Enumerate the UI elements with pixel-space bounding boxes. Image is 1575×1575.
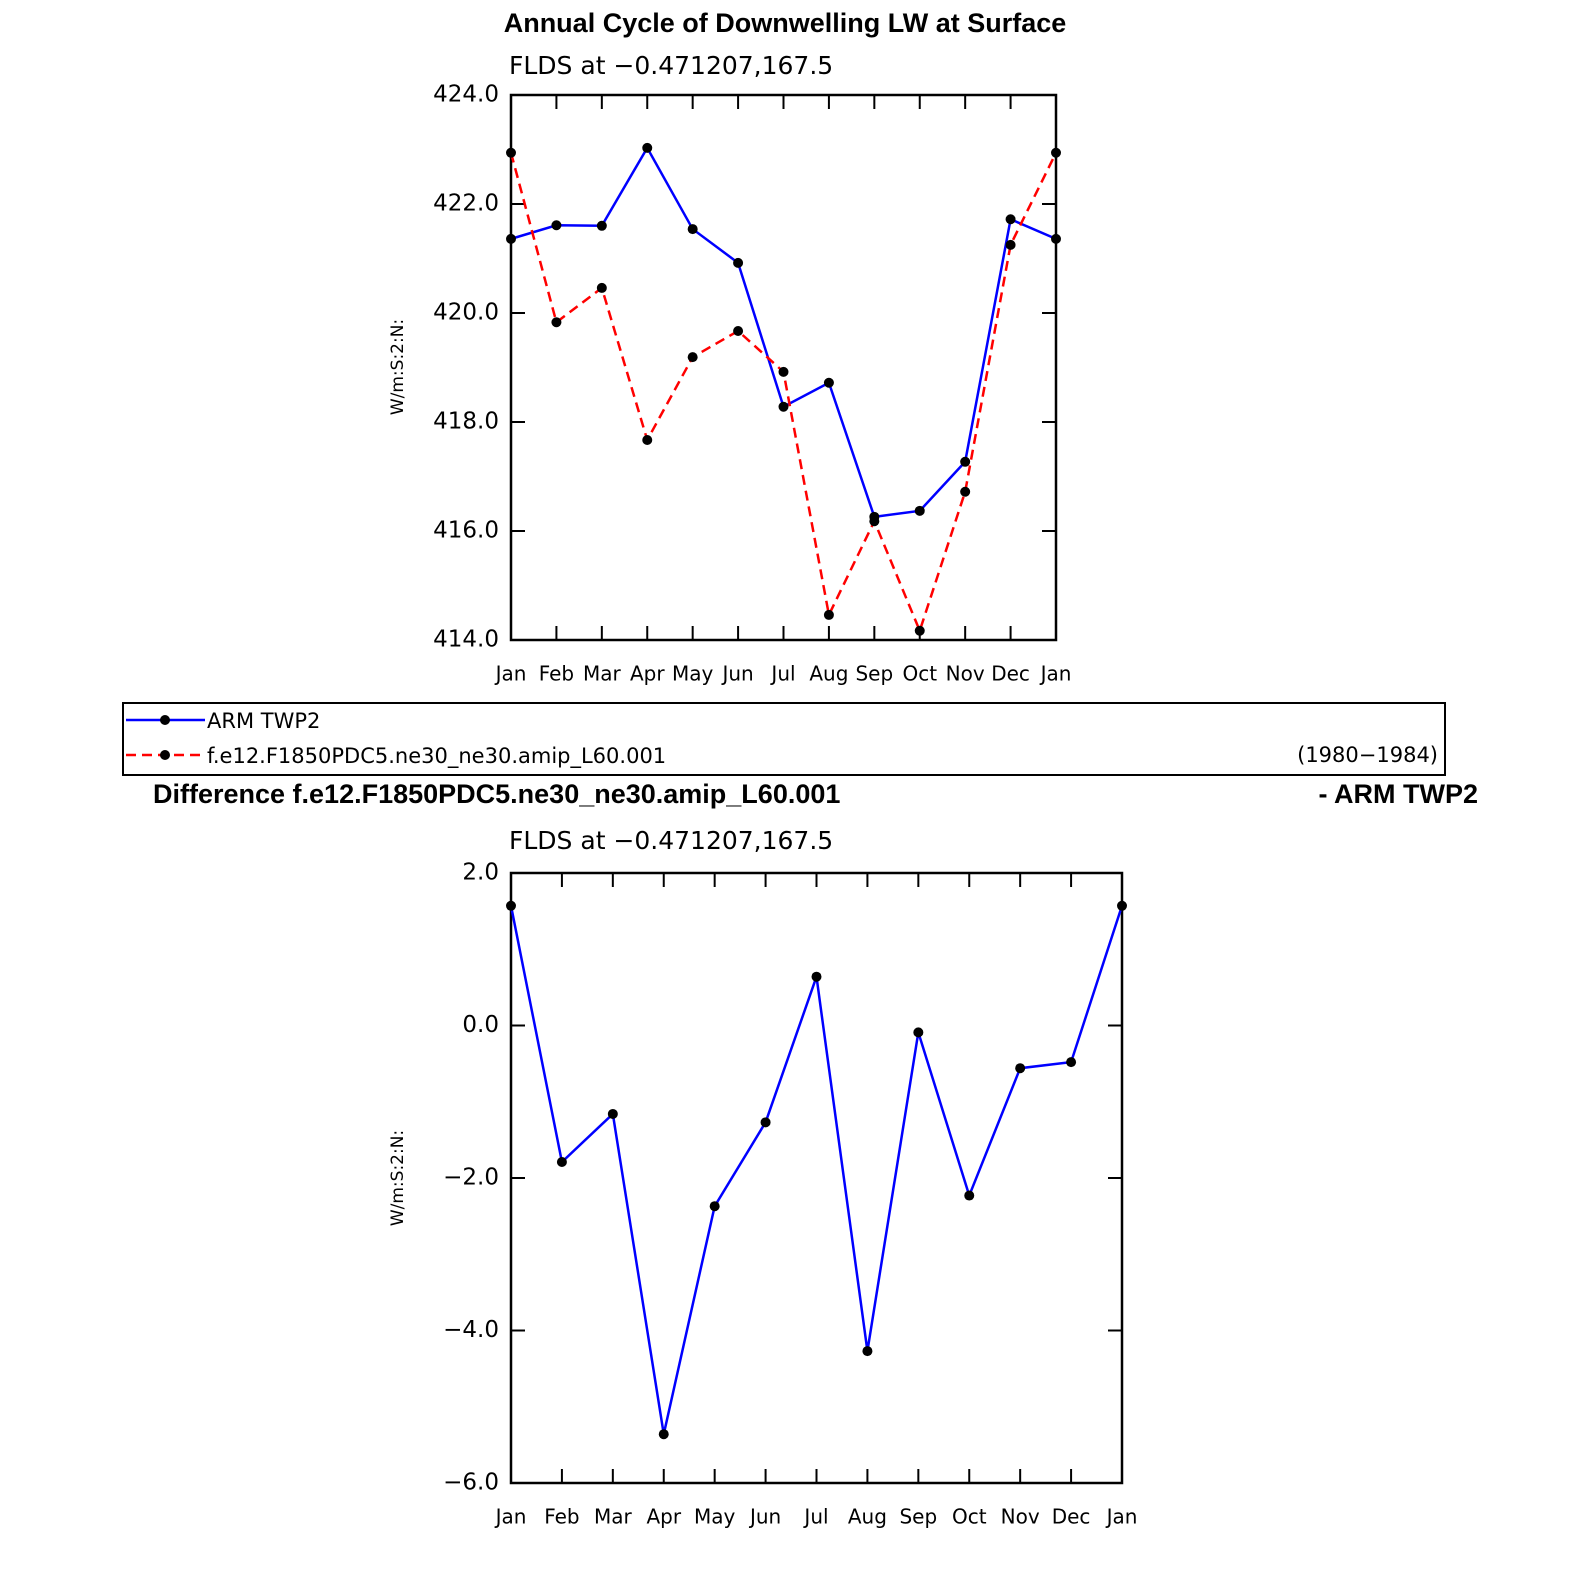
y-tick-label: 414.0: [433, 627, 499, 653]
y-axis-label: W/m:S:2:N:: [388, 1130, 408, 1226]
y-tick-label: 422.0: [433, 191, 499, 217]
x-tick-label: Mar: [583, 662, 622, 686]
x-tick-label: Dec: [991, 662, 1030, 686]
data-point: [506, 233, 516, 244]
chart-title: Annual Cycle of Downwelling LW at Surfac…: [504, 8, 1067, 38]
x-tick-label: Sep: [899, 1505, 937, 1529]
data-point: [913, 1027, 924, 1038]
y-tick-label: −6.0: [443, 1470, 499, 1496]
y-tick-label: 416.0: [433, 518, 499, 544]
x-tick-label: Apr: [630, 662, 665, 686]
data-point: [551, 317, 562, 328]
x-tick-label: Nov: [1001, 1505, 1040, 1529]
x-tick-label: Sep: [855, 662, 893, 686]
chart-title-right: - ARM TWP2: [1319, 779, 1478, 809]
data-point: [760, 1117, 771, 1128]
x-tick-label: Jan: [1039, 662, 1072, 686]
x-tick-label: Feb: [544, 1505, 579, 1529]
data-point: [551, 220, 562, 231]
series-line: [510, 145, 1057, 519]
data-point: [687, 352, 698, 363]
data-point: [1005, 239, 1016, 250]
chart-subtitle: FLDS at −0.471207,167.5: [509, 826, 833, 855]
data-point: [733, 257, 744, 268]
data-point: [642, 434, 653, 445]
data-point: [823, 609, 834, 620]
y-axis-label: W/m:S:2:N:: [388, 319, 408, 415]
data-point: [596, 220, 607, 231]
x-tick-label: Apr: [646, 1505, 681, 1529]
data-point: [914, 625, 925, 636]
data-point: [1051, 233, 1061, 244]
series-line: [509, 905, 1124, 1435]
x-tick-label: Mar: [594, 1505, 633, 1529]
data-point: [1005, 214, 1016, 225]
legend-marker: [160, 750, 170, 760]
y-tick-label: 2.0: [462, 860, 499, 886]
legend-label: f.e12.F1850PDC5.ne30_ne30.amip_L60.001: [207, 744, 666, 769]
data-point: [964, 1190, 975, 1201]
data-point: [607, 1108, 618, 1119]
data-point: [960, 456, 971, 467]
data-point: [709, 1201, 720, 1212]
data-point: [1117, 900, 1127, 911]
chart-subtitle: FLDS at −0.471207,167.5: [509, 51, 833, 80]
data-point: [862, 1346, 873, 1357]
x-tick-label: Aug: [809, 662, 848, 686]
plot-frame: [509, 871, 1124, 1485]
data-point: [658, 1429, 669, 1440]
data-point: [914, 505, 925, 516]
chart-title: Difference f.e12.F1850PDC5.ne30_ne30.ami…: [153, 779, 840, 809]
data-point: [687, 224, 698, 235]
x-tick-label: Jun: [748, 1505, 781, 1529]
x-tick-label: Nov: [946, 662, 985, 686]
data-point: [823, 377, 834, 388]
x-tick-label: Aug: [848, 1505, 887, 1529]
y-tick-label: 420.0: [433, 300, 499, 326]
legend-note: (1980−1984): [1297, 743, 1438, 767]
data-point: [1066, 1057, 1077, 1068]
data-point: [811, 971, 822, 982]
data-point: [1015, 1063, 1026, 1074]
x-tick-label: Jan: [494, 662, 527, 686]
x-tick-label: Dec: [1052, 1505, 1091, 1529]
x-tick-label: Jan: [1105, 1505, 1138, 1529]
data-point: [869, 516, 880, 527]
y-tick-label: −4.0: [443, 1317, 499, 1343]
x-tick-label: Feb: [539, 662, 574, 686]
data-point: [960, 486, 971, 497]
data-point: [778, 366, 789, 377]
x-tick-label: May: [694, 1505, 736, 1529]
x-tick-label: Oct: [902, 662, 937, 686]
legend-label: ARM TWP2: [207, 709, 320, 733]
x-tick-label: May: [672, 662, 714, 686]
x-tick-label: Jun: [720, 662, 753, 686]
data-point: [506, 900, 516, 911]
y-tick-label: −2.0: [443, 1165, 499, 1191]
data-point: [778, 401, 789, 412]
data-point: [733, 325, 744, 336]
legend-marker: [160, 715, 170, 725]
data-point: [596, 282, 607, 293]
data-point: [556, 1156, 567, 1167]
data-point: [642, 142, 653, 153]
data-point: [1051, 147, 1061, 158]
y-tick-label: 418.0: [433, 409, 499, 435]
legend-box: [122, 702, 1446, 776]
x-tick-label: Jul: [769, 662, 795, 686]
y-tick-label: 0.0: [462, 1012, 499, 1038]
x-tick-label: Jan: [494, 1505, 527, 1529]
x-tick-label: Jul: [802, 1505, 828, 1529]
x-tick-label: Oct: [952, 1505, 987, 1529]
y-tick-label: 424.0: [433, 82, 499, 108]
data-point: [506, 147, 516, 158]
